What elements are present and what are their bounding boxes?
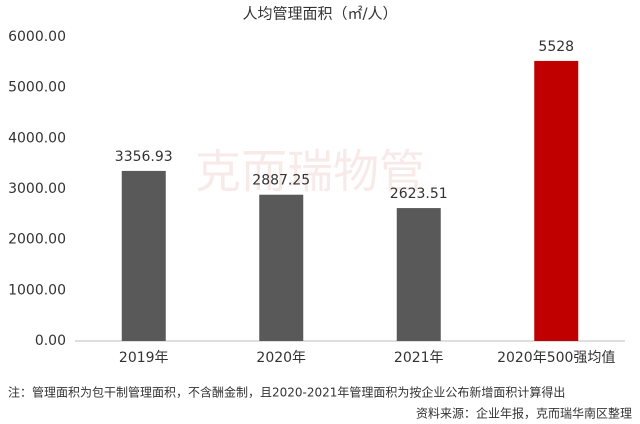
y-tick-label: 3000.00 xyxy=(8,181,66,197)
y-tick-label: 2000.00 xyxy=(8,232,66,248)
x-tick-label: 2020年500强均值 xyxy=(497,350,615,366)
value-label: 2887.25 xyxy=(252,173,310,189)
y-tick-label: 6000.00 xyxy=(8,29,66,45)
x-tick-label: 2020年 xyxy=(256,350,306,366)
watermark: 克而瑞物管 xyxy=(195,145,425,199)
bar xyxy=(259,194,304,341)
y-tick-label: 0.00 xyxy=(35,333,66,349)
bar xyxy=(121,170,166,341)
bar xyxy=(534,60,579,341)
chart-title: 人均管理面积（㎡/人） xyxy=(242,5,397,23)
note: 注：管理面积为包干制管理面积，不含酬金制，且2020-2021年管理面积为按企业… xyxy=(8,385,565,400)
y-tick-label: 4000.00 xyxy=(8,130,66,146)
value-label: 5528 xyxy=(538,39,574,55)
value-label: 2623.51 xyxy=(390,186,448,202)
x-tick-label: 2019年 xyxy=(119,350,169,366)
x-tick-label: 2021年 xyxy=(394,350,444,366)
y-tick-label: 1000.00 xyxy=(8,282,66,298)
y-tick-label: 5000.00 xyxy=(8,80,66,96)
bar xyxy=(396,208,441,341)
source: 资料来源：企业年报，克而瑞华南区整理 xyxy=(416,406,632,421)
value-label: 3356.93 xyxy=(115,149,173,165)
